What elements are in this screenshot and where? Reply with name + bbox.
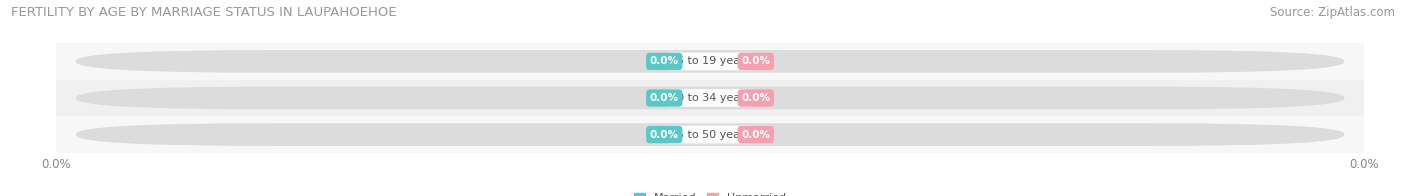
Text: 0.0%: 0.0% — [650, 130, 679, 140]
Text: Source: ZipAtlas.com: Source: ZipAtlas.com — [1270, 6, 1395, 19]
Text: 0.0%: 0.0% — [741, 93, 770, 103]
Text: 0.0%: 0.0% — [741, 130, 770, 140]
Text: 35 to 50 years: 35 to 50 years — [669, 130, 751, 140]
Text: 0.0%: 0.0% — [650, 56, 679, 66]
FancyBboxPatch shape — [76, 123, 1344, 146]
Text: 20 to 34 years: 20 to 34 years — [669, 93, 751, 103]
Text: 0.0%: 0.0% — [650, 93, 679, 103]
Legend: Married, Unmarried: Married, Unmarried — [628, 188, 792, 196]
FancyBboxPatch shape — [56, 80, 1364, 116]
Text: 15 to 19 years: 15 to 19 years — [669, 56, 751, 66]
FancyBboxPatch shape — [56, 116, 1364, 153]
FancyBboxPatch shape — [56, 43, 1364, 80]
FancyBboxPatch shape — [76, 87, 1344, 109]
Text: 0.0%: 0.0% — [741, 56, 770, 66]
FancyBboxPatch shape — [76, 50, 1344, 73]
Text: FERTILITY BY AGE BY MARRIAGE STATUS IN LAUPAHOEHOE: FERTILITY BY AGE BY MARRIAGE STATUS IN L… — [11, 6, 396, 19]
